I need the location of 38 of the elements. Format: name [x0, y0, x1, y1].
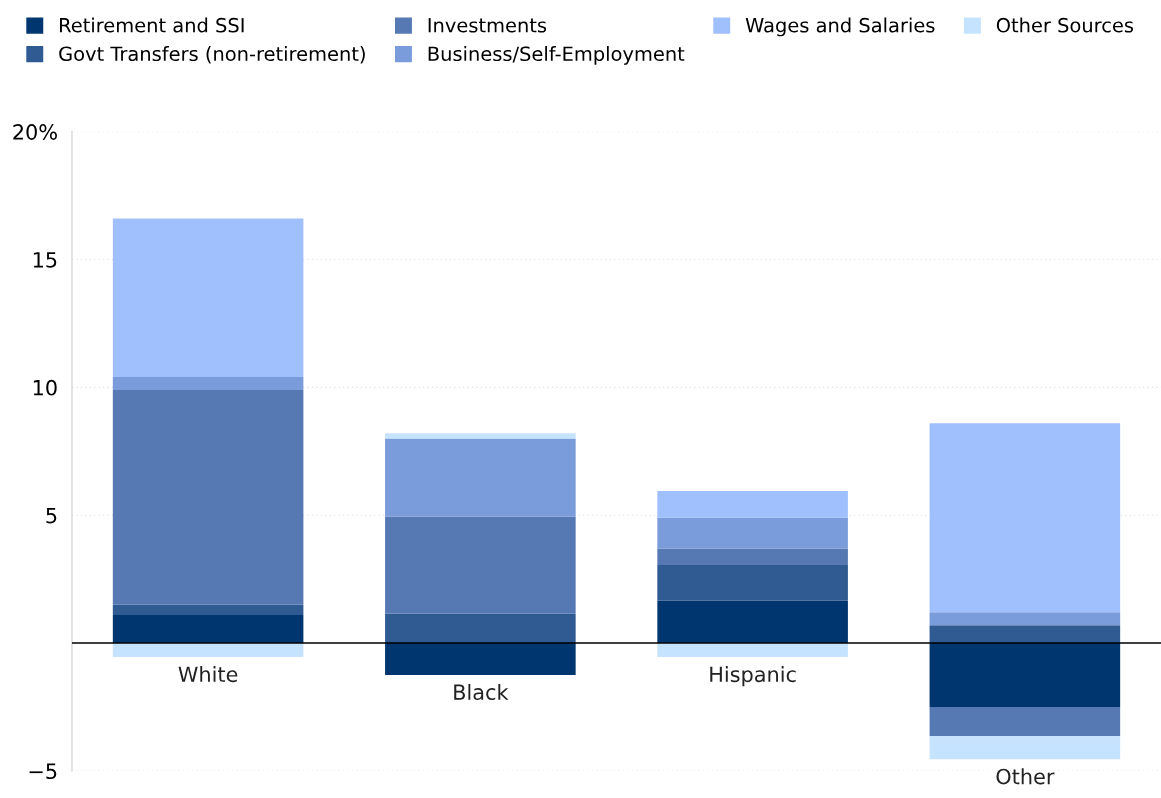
- x-tick-label: White: [178, 666, 238, 683]
- bar: [657, 517, 848, 549]
- y-tick-label: 20%: [13, 124, 57, 140]
- bar: [112, 604, 304, 615]
- x-tick-label: Black: [454, 683, 509, 701]
- legend-label: Investments: [428, 18, 547, 33]
- legend-label: Other Sources: [996, 17, 1134, 33]
- bar: [657, 565, 848, 601]
- bar: [385, 433, 576, 439]
- legend-label: Business/Self-Employment: [428, 46, 685, 65]
- bar: [385, 613, 576, 644]
- legend-label: Govt Transfers (non-retirement): [59, 46, 365, 64]
- y-tick-label: 10: [33, 379, 57, 396]
- legend-label: Retirement and SSI: [60, 17, 244, 33]
- bar: [657, 490, 848, 518]
- bar: [929, 423, 1121, 613]
- bar: [112, 389, 304, 605]
- bar: [385, 516, 576, 614]
- bar: [385, 438, 576, 517]
- bar: [929, 612, 1121, 626]
- y-tick-label: −5: [29, 763, 57, 780]
- x-tick-label: Hispanic: [710, 666, 796, 687]
- bar: [929, 706, 1121, 737]
- y-tick-label: 5: [46, 507, 57, 524]
- bar: [657, 600, 848, 644]
- bar: [112, 218, 304, 378]
- bar: [385, 643, 576, 675]
- bar: [657, 643, 848, 658]
- y-tick-label: 15: [33, 252, 57, 268]
- bar: [929, 736, 1121, 760]
- bar: [112, 377, 304, 390]
- bar: [929, 643, 1121, 707]
- bar: [657, 548, 848, 566]
- x-tick-label: Other: [996, 768, 1055, 785]
- legend-label: Wages and Salaries: [745, 17, 935, 37]
- bar: [929, 625, 1121, 644]
- bar: [112, 614, 304, 644]
- bar: [112, 643, 304, 658]
